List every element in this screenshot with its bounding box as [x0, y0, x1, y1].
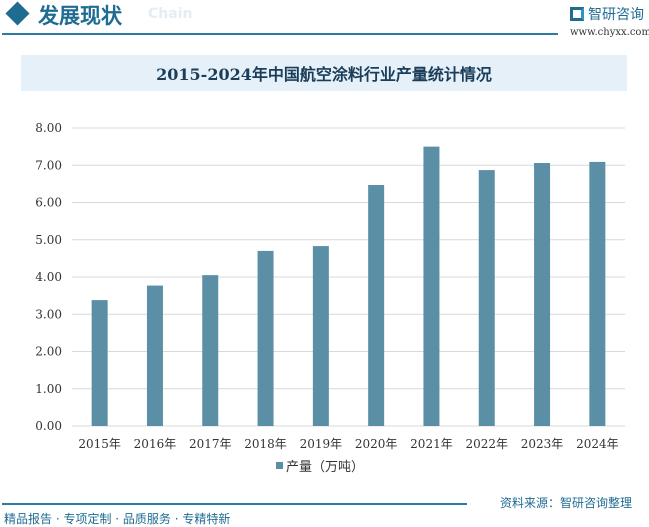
bar	[202, 275, 219, 426]
x-tick-label: 2023年	[521, 437, 564, 451]
y-tick-label: 4.00	[35, 270, 62, 284]
section-subtitle: Chain	[148, 6, 193, 22]
logo-icon	[570, 7, 584, 21]
y-tick-label: 1.00	[35, 382, 62, 396]
x-tick-label: 2020年	[355, 437, 398, 451]
y-tick-label: 3.00	[35, 307, 62, 321]
y-tick-label: 2.00	[35, 345, 62, 359]
bar	[368, 184, 385, 426]
y-tick-label: 7.00	[35, 158, 62, 172]
x-tick-label: 2017年	[189, 437, 232, 451]
x-tick-label: 2016年	[134, 437, 177, 451]
bar	[478, 170, 495, 426]
x-tick-label: 2021年	[410, 437, 453, 451]
slogan: 精品报告 · 专项定制 · 品质服务 · 专精特新	[4, 512, 231, 526]
bar	[423, 146, 440, 426]
legend-swatch	[276, 462, 283, 469]
x-tick-label: 2015年	[78, 437, 121, 451]
y-tick-label: 6.00	[35, 196, 62, 210]
x-tick-label: 2018年	[244, 437, 287, 451]
chart-title: 2015-2024年中国航空涂料行业产量统计情况	[21, 55, 627, 91]
bar	[312, 246, 329, 426]
bar	[257, 250, 274, 426]
section-title: 发展现状	[38, 3, 122, 28]
logo-text: 智研咨询	[588, 7, 644, 23]
x-tick-label: 2019年	[300, 437, 343, 451]
y-tick-label: 0.00	[35, 419, 62, 433]
logo: 智研咨询	[570, 4, 644, 24]
bar	[589, 161, 606, 426]
x-tick-label: 2024年	[576, 437, 619, 451]
bar	[146, 285, 163, 426]
bar	[91, 300, 108, 426]
y-tick-label: 5.00	[35, 233, 62, 247]
header-divider	[2, 33, 558, 35]
source-note: 资料来源：智研咨询整理	[500, 496, 633, 510]
footer-divider	[2, 503, 467, 505]
y-tick-label: 8.00	[35, 121, 62, 135]
bar-chart: 0.00 1.00 2.00 3.00 4.00 5.00 6.00 7.00 8.00 2015…	[35, 121, 625, 475]
bar	[534, 163, 551, 426]
website-url: www.chyxx.com	[570, 27, 649, 38]
x-tick-label: 2022年	[465, 437, 508, 451]
legend-label: 产量（万吨）	[286, 460, 364, 475]
